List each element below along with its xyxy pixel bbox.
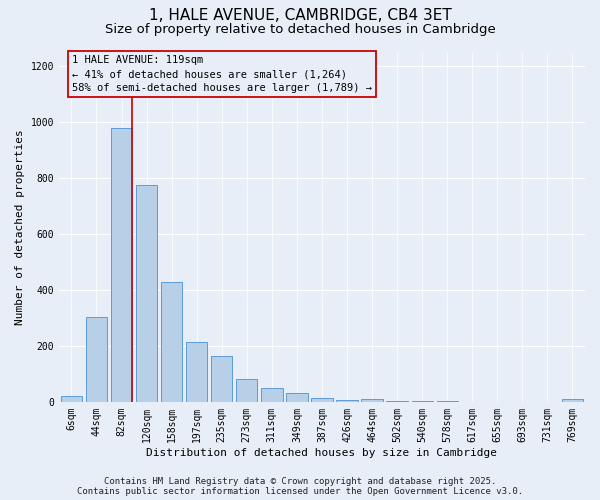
- Bar: [136, 185, 157, 402]
- Text: Contains HM Land Registry data © Crown copyright and database right 2025.
Contai: Contains HM Land Registry data © Crown c…: [77, 476, 523, 496]
- Bar: [236, 380, 257, 402]
- Text: 1, HALE AVENUE, CAMBRIDGE, CB4 3ET: 1, HALE AVENUE, CAMBRIDGE, CB4 3ET: [149, 8, 451, 22]
- Bar: [261, 388, 283, 402]
- Bar: [161, 282, 182, 402]
- Bar: [61, 396, 82, 402]
- Bar: [111, 128, 132, 402]
- Bar: [86, 316, 107, 402]
- Bar: [386, 401, 408, 402]
- Bar: [337, 400, 358, 402]
- Bar: [186, 342, 208, 402]
- Bar: [562, 399, 583, 402]
- Y-axis label: Number of detached properties: Number of detached properties: [15, 130, 25, 325]
- Bar: [361, 399, 383, 402]
- Text: 1 HALE AVENUE: 119sqm
← 41% of detached houses are smaller (1,264)
58% of semi-d: 1 HALE AVENUE: 119sqm ← 41% of detached …: [72, 56, 372, 94]
- X-axis label: Distribution of detached houses by size in Cambridge: Distribution of detached houses by size …: [146, 448, 497, 458]
- Bar: [211, 356, 232, 402]
- Text: Size of property relative to detached houses in Cambridge: Size of property relative to detached ho…: [104, 22, 496, 36]
- Bar: [286, 394, 308, 402]
- Bar: [311, 398, 332, 402]
